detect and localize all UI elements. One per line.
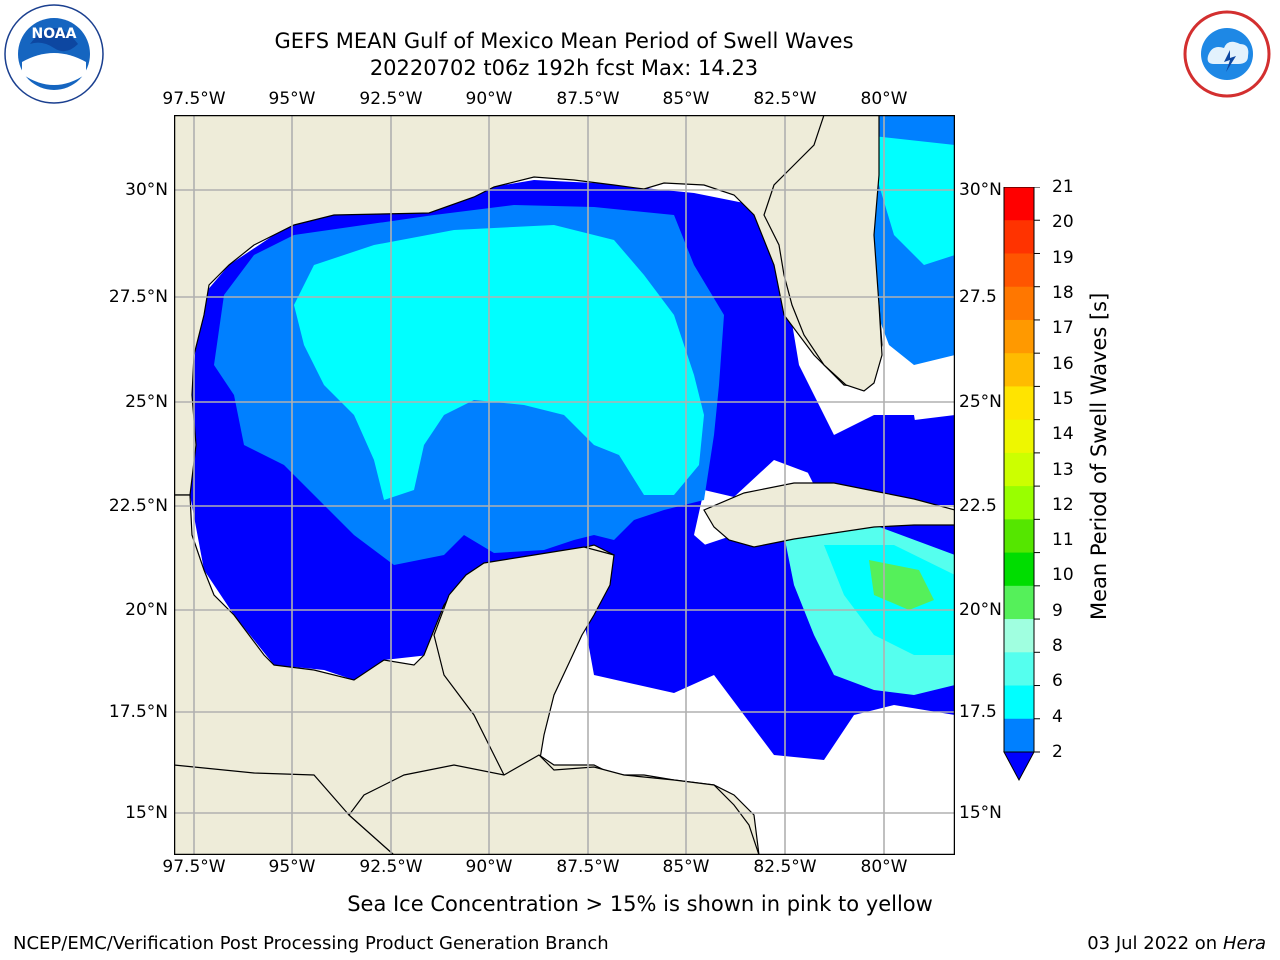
colorbar-label: 4 bbox=[1052, 706, 1063, 727]
land-florida-peninsula bbox=[763, 115, 883, 392]
credit-host: Hera bbox=[1222, 933, 1266, 954]
colorbar-swatch bbox=[1004, 685, 1034, 720]
land-yucatan bbox=[433, 546, 615, 776]
colorbar-swatch bbox=[1004, 353, 1034, 387]
colorbar-swatch bbox=[1004, 552, 1034, 587]
lon-label-top: 95°W bbox=[268, 89, 316, 109]
noaa-logo: NOAA bbox=[4, 4, 104, 104]
colorbar-label: 9 bbox=[1052, 600, 1063, 621]
credit-right: 03 Jul 2022 on Hera bbox=[1087, 933, 1266, 954]
land-cuba bbox=[703, 482, 955, 548]
lat-label-right: 15°N bbox=[959, 803, 1002, 823]
colorbar-swatch bbox=[1004, 519, 1034, 554]
lat-label-right: 17.5 bbox=[959, 702, 997, 722]
colorbar-label: 6 bbox=[1052, 671, 1063, 692]
lon-label-bottom: 87.5°W bbox=[556, 857, 620, 877]
lat-label-right: 20°N bbox=[959, 600, 1002, 620]
lat-label-right: 25°N bbox=[959, 392, 1002, 412]
graticule bbox=[174, 115, 955, 855]
colorbar-label: 21 bbox=[1052, 177, 1074, 197]
colorbar-swatch bbox=[1004, 386, 1034, 421]
lon-label-top: 97.5°W bbox=[162, 89, 226, 109]
lon-label-top: 92.5°W bbox=[359, 89, 423, 109]
colorbar-label: 2 bbox=[1052, 742, 1063, 762]
lat-label-left: 17.5°N bbox=[108, 702, 168, 722]
colorbar-label: 20 bbox=[1052, 212, 1074, 233]
land-central-america bbox=[348, 754, 760, 855]
colorbar-frame bbox=[1003, 186, 1035, 753]
swell-field-band-4-6 bbox=[294, 225, 704, 500]
colorbar-swatch bbox=[1004, 718, 1034, 753]
colorbar-label: 11 bbox=[1052, 530, 1074, 551]
lon-label-bottom: 85°W bbox=[662, 857, 710, 877]
sea-ice-footnote: Sea Ice Concentration > 15% is shown in … bbox=[347, 892, 933, 916]
lon-label-top: 90°W bbox=[465, 89, 513, 109]
colorbar-label: 19 bbox=[1052, 247, 1074, 268]
lat-label-left: 20°N bbox=[125, 600, 168, 620]
credit-date: 03 Jul 2022 on bbox=[1087, 933, 1223, 954]
lon-label-bottom: 90°W bbox=[465, 857, 513, 877]
lon-label-top: 85°W bbox=[662, 89, 710, 109]
colorbar-swatch bbox=[1004, 220, 1034, 254]
lon-label-bottom: 97.5°W bbox=[162, 857, 226, 877]
lat-label-left: 15°N bbox=[125, 803, 168, 823]
colorbar-title: Mean Period of Swell Waves [s] bbox=[1087, 292, 1111, 620]
colorbar-label: 18 bbox=[1052, 282, 1074, 303]
colorbar-swatch bbox=[1004, 319, 1034, 354]
colorbar-swatch bbox=[1004, 419, 1034, 454]
lat-label-right: 27.5 bbox=[959, 287, 997, 307]
colorbar-label: 15 bbox=[1052, 388, 1074, 409]
lon-label-top: 82.5°W bbox=[753, 89, 817, 109]
lon-label-top: 80°W bbox=[860, 89, 908, 109]
map-frame bbox=[173, 114, 956, 856]
colorbar-swatch bbox=[1004, 486, 1034, 520]
lon-label-bottom: 92.5°W bbox=[359, 857, 423, 877]
lat-label-left: 25°N bbox=[125, 392, 168, 412]
noaa-logo-text: NOAA bbox=[32, 26, 77, 42]
lon-label-bottom: 82.5°W bbox=[753, 857, 817, 877]
lon-label-bottom: 80°W bbox=[860, 857, 908, 877]
gulf-of-mexico-map bbox=[173, 114, 956, 856]
lat-label-right: 30°N bbox=[959, 180, 1002, 200]
colorbar-label: 12 bbox=[1052, 494, 1074, 515]
lon-label-top: 87.5°W bbox=[556, 89, 620, 109]
colorbar-extend-triangle bbox=[1003, 751, 1035, 782]
credit-left: NCEP/EMC/Verification Post Processing Pr… bbox=[13, 933, 609, 954]
map-panel bbox=[173, 114, 956, 856]
colorbar-swatch bbox=[1004, 253, 1034, 288]
colorbar-label: 16 bbox=[1052, 353, 1074, 374]
colorbar bbox=[1000, 186, 1040, 783]
colorbar-swatch bbox=[1004, 286, 1034, 321]
colorbar-label: 17 bbox=[1052, 318, 1074, 339]
map-title: GEFS MEAN Gulf of Mexico Mean Period of … bbox=[274, 29, 854, 53]
lat-label-left: 22.5°N bbox=[108, 496, 168, 516]
colorbar-label: 13 bbox=[1052, 459, 1074, 480]
lon-label-bottom: 95°W bbox=[268, 857, 316, 877]
colorbar-label: 8 bbox=[1052, 636, 1063, 657]
lat-label-left: 30°N bbox=[125, 180, 168, 200]
colorbar-swatch bbox=[1004, 652, 1034, 687]
lat-label-right: 22.5 bbox=[959, 496, 997, 516]
colorbar-swatch bbox=[1004, 452, 1034, 487]
colorbar-swatches bbox=[1003, 186, 1040, 782]
colorbar-swatch bbox=[1004, 187, 1034, 221]
colorbar-label: 14 bbox=[1052, 424, 1074, 445]
map-subtitle: 20220702 t06z 192h fcst Max: 14.23 bbox=[369, 56, 759, 80]
colorbar-swatch bbox=[1004, 585, 1034, 620]
colorbar-swatch bbox=[1004, 619, 1034, 653]
swell-field-east-cyan bbox=[864, 135, 955, 265]
lat-label-left: 27.5°N bbox=[108, 287, 168, 307]
swell-field-caribbean-green bbox=[869, 560, 934, 610]
colorbar-label: 10 bbox=[1052, 565, 1074, 586]
nws-logo bbox=[1178, 10, 1276, 98]
